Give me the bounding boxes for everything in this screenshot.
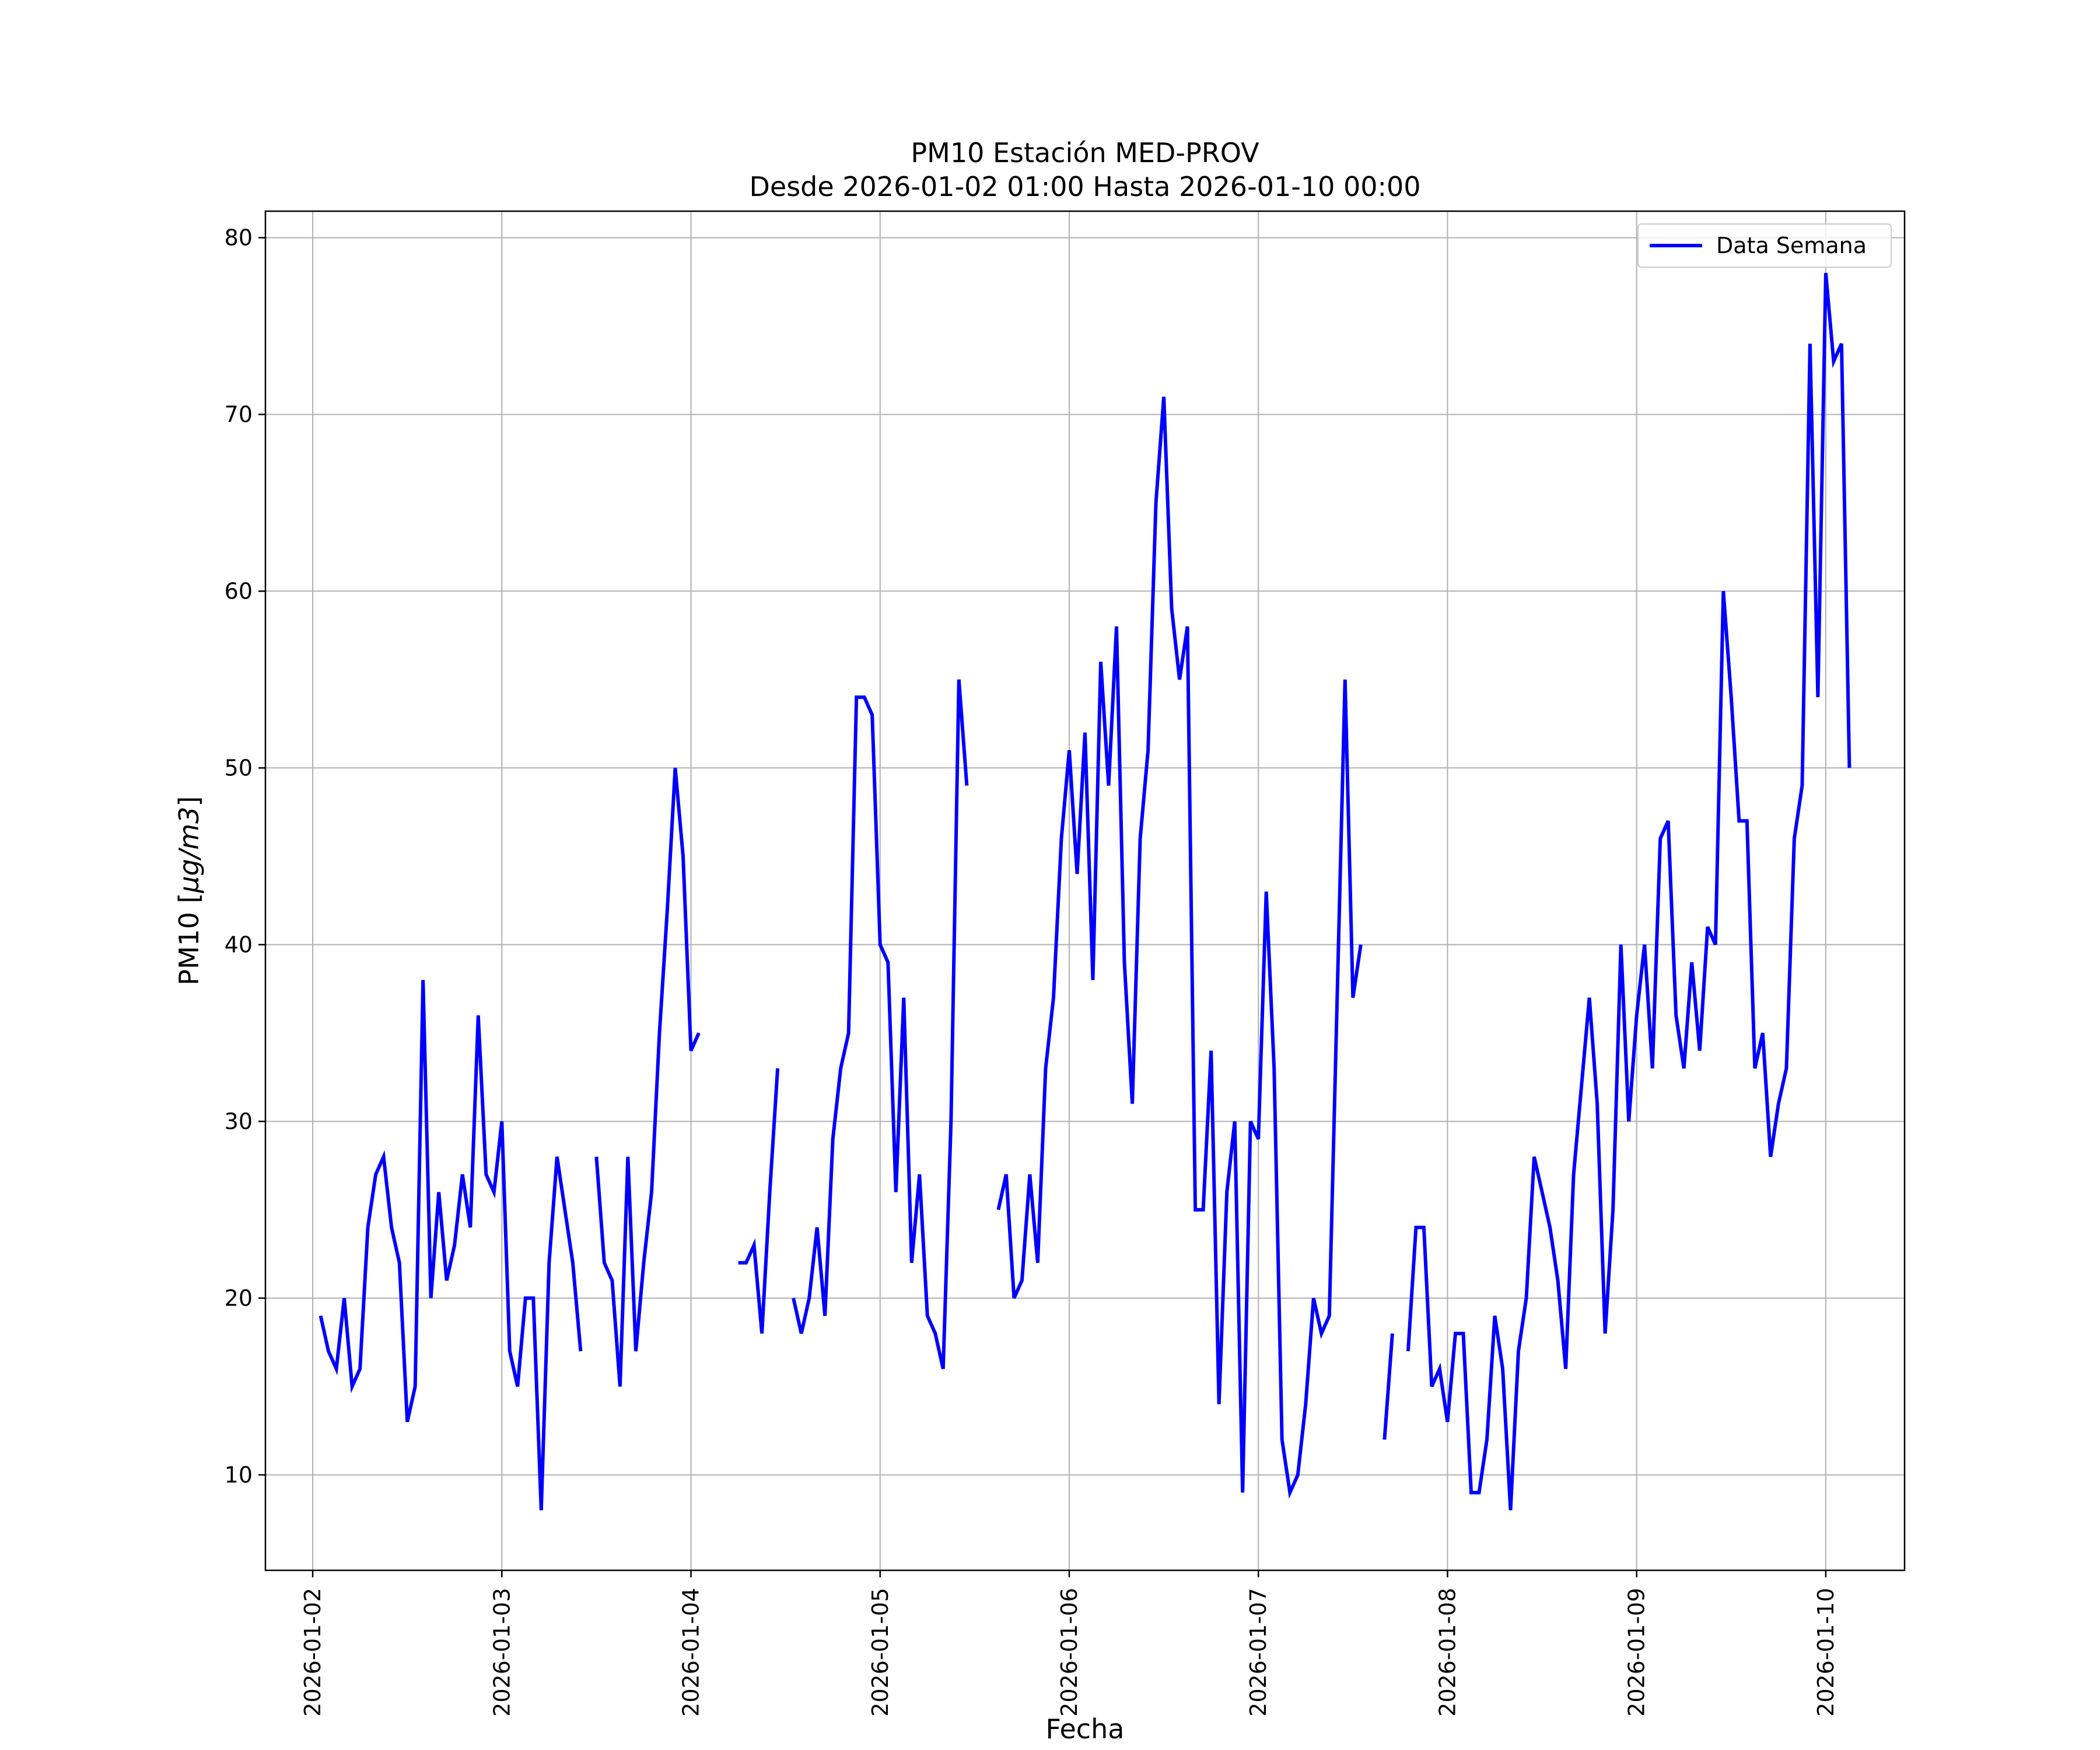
x-tick-label: 2026-01-10 [1813, 1588, 1839, 1717]
x-tick-label: 2026-01-09 [1624, 1588, 1650, 1717]
y-tick-label: 20 [225, 1285, 253, 1311]
x-tick-label: 2026-01-08 [1434, 1588, 1460, 1717]
x-tick-label: 2026-01-02 [300, 1588, 326, 1717]
y-axis-label: PM10 [μg/m3] [173, 796, 205, 986]
y-tick-label: 60 [225, 578, 253, 604]
chart-subtitle: Desde 2026-01-02 01:00 Hasta 2026-01-10 … [749, 171, 1420, 202]
x-tick-label: 2026-01-03 [489, 1588, 514, 1717]
x-tick-label: 2026-01-07 [1245, 1588, 1271, 1717]
data-series-line [318, 272, 1852, 1511]
y-tick-label: 40 [225, 932, 253, 957]
series-segment [594, 768, 701, 1387]
y-axis-label-text: PM10 [ [173, 893, 205, 986]
plot-frame [264, 210, 1906, 1572]
series-segment [1406, 272, 1852, 1511]
y-tick-label: 70 [225, 401, 253, 427]
series-segment [318, 979, 583, 1511]
x-tick-label: 2026-01-04 [678, 1588, 704, 1717]
legend: Data Semana [1637, 223, 1892, 268]
legend-label-data-semana: Data Semana [1716, 233, 1867, 258]
y-tick-label: 50 [225, 755, 253, 780]
y-tick-label: 30 [225, 1108, 253, 1134]
y-tick-label: 10 [225, 1462, 253, 1488]
y-axis-ticks: 10 20 30 40 50 60 70 80 [225, 225, 265, 1488]
x-axis-ticks: 2026-01-02 2026-01-03 2026-01-04 2026-01-05… [300, 1570, 1839, 1717]
series-segment [996, 396, 1363, 1499]
grid-lines [265, 211, 1905, 1570]
series-segment [1382, 1333, 1394, 1440]
y-tick-label: 80 [225, 225, 253, 250]
legend-box [1637, 223, 1892, 268]
x-tick-label: 2026-01-05 [867, 1588, 893, 1717]
x-axis-label: Fecha [1046, 1713, 1125, 1745]
y-axis-label-unit: μg/m3 [173, 807, 205, 894]
x-tick-label: 2026-01-06 [1056, 1588, 1082, 1717]
series-segment [738, 1068, 780, 1334]
chart-title: PM10 Estación MED-PROV [911, 137, 1259, 169]
y-axis-label-close: ] [173, 796, 205, 807]
series-segment [792, 679, 969, 1370]
